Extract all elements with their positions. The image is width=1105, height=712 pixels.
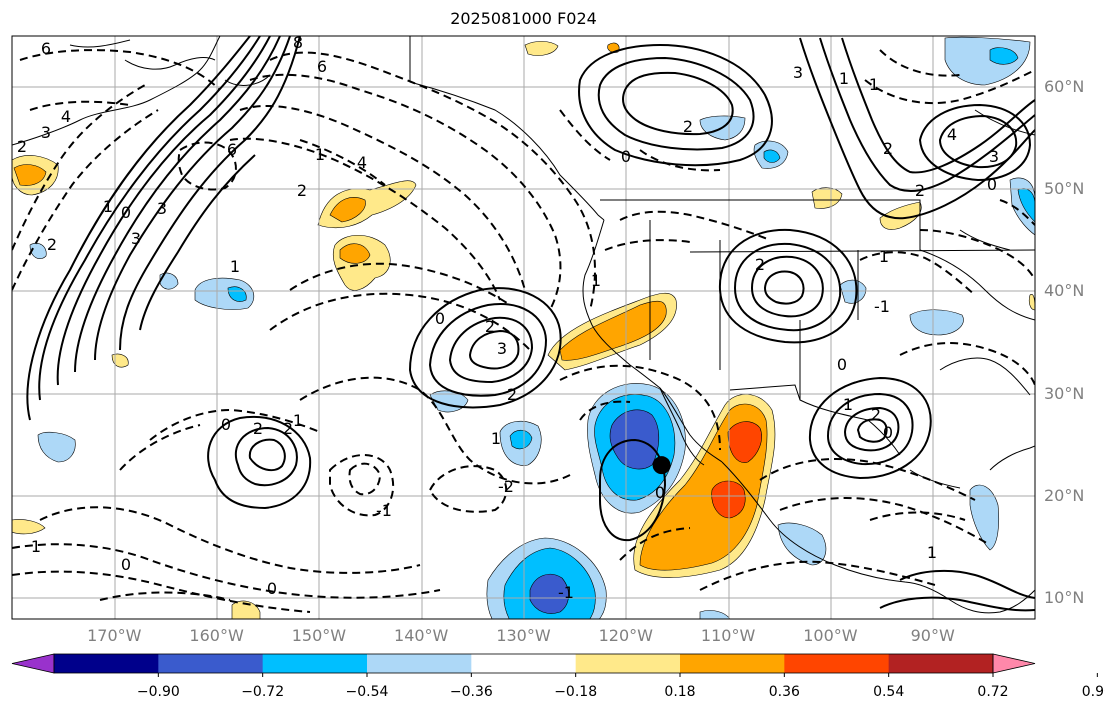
contour-label: 1 [315, 145, 325, 164]
latitude-label: 40°N [1044, 281, 1085, 301]
gridlines [12, 36, 1035, 619]
contour-label: 2 [485, 317, 495, 336]
contour-label: 6 [317, 57, 327, 76]
contour-label: 1 [843, 395, 853, 414]
contour-label: 4 [61, 107, 71, 126]
contour-label: 8 [293, 33, 303, 52]
contour-label: 0 [435, 309, 445, 328]
latitude-label: 10°N [1044, 588, 1085, 607]
longitude-label: 100°W [803, 626, 858, 645]
contour-label: 2 [297, 181, 307, 200]
contour-label: 0 [267, 579, 277, 598]
latitude-label: 50°N [1044, 179, 1085, 199]
colorbar-segment [888, 654, 994, 673]
colorbar-tick-label: 0.54 [873, 684, 905, 700]
contour-label: 1 [491, 429, 501, 448]
colorbar-segment [262, 654, 368, 673]
latitude-label: 60°N [1044, 77, 1085, 96]
dashed-contours [12, 49, 1035, 613]
longitude-label: 160°W [189, 626, 244, 645]
plot-frame [11, 35, 1036, 620]
contour-label: 1 [31, 537, 41, 556]
colorbar-extend-low [11, 653, 55, 674]
contour-label: 0 [121, 203, 131, 222]
contour-label: 2 [683, 117, 693, 136]
colorbar-tick-label: −0.36 [449, 684, 493, 700]
contour-label: 3 [989, 147, 999, 166]
colorbar [11, 653, 1098, 677]
contour-label: 0 [837, 355, 847, 374]
contour-label: 1 [879, 247, 889, 266]
map-title: 2025081000 F024 [450, 9, 597, 28]
colorbar-tick-label: 0.36 [768, 684, 800, 700]
longitude-label: 130°W [496, 626, 551, 645]
contour-label: 0 [121, 555, 131, 574]
colorbar-tick-label: 0.90 [1081, 684, 1105, 700]
colorbar-segment [575, 654, 681, 673]
colorbar-tick-label: −0.72 [241, 684, 285, 700]
colorbar-extend-high [992, 653, 1036, 674]
colorbar-segment [54, 654, 159, 673]
longitude-label: 170°W [87, 626, 142, 645]
contour-label: 2 [915, 181, 925, 200]
contour-label: 6 [41, 39, 51, 58]
contour-label: 2 [253, 419, 263, 438]
colorbar-tick-label: −0.90 [136, 684, 180, 700]
colorbar-tick-label: −0.54 [345, 684, 389, 700]
contour-label: -1 [558, 583, 574, 602]
contour-label: 1 [869, 75, 879, 94]
contour-label: 2 [507, 385, 517, 404]
colorbar-tick-label: −0.18 [554, 684, 598, 700]
contour-label: 1 [230, 257, 240, 276]
contour-label: 3 [793, 63, 803, 82]
contour-label: 1 [103, 197, 113, 216]
contour-label: 2 [883, 139, 893, 158]
contour-label: 2 [17, 137, 27, 156]
contour-label: 2 [47, 235, 57, 254]
contour-label: -1 [376, 501, 392, 520]
contour-label: 2 [871, 405, 881, 424]
coastlines [12, 36, 1035, 614]
colorbar-segment [680, 654, 785, 673]
colorbar-segment [367, 654, 472, 673]
contour-label: 1 [591, 271, 601, 290]
contour-label: 3 [41, 123, 51, 142]
latitude-label: 30°N [1044, 383, 1085, 403]
contour-label: 0 [655, 483, 665, 502]
contour-label: 0 [883, 423, 893, 442]
colorbar-segment [158, 654, 264, 673]
contour-label: 1 [927, 543, 937, 562]
colorbar-segment [784, 654, 890, 673]
solid-contours [26, 36, 1035, 612]
contour-label: 2 [755, 255, 765, 274]
contour-label: 0 [987, 175, 997, 194]
contour-label: -1 [874, 297, 890, 316]
contour-label: 0 [221, 415, 231, 434]
contour-label: 4 [947, 125, 957, 144]
contour-label: 2 [283, 419, 293, 438]
contour-label: 3 [157, 199, 167, 218]
longitude-label: 120°W [598, 626, 653, 645]
contour-label: 3 [131, 229, 141, 248]
shaded-anomaly-areas [12, 36, 1035, 619]
longitude-label: 110°W [700, 626, 756, 645]
longitude-label: 140°W [394, 626, 449, 645]
contour-label: 1 [293, 411, 303, 430]
colorbar-outline [53, 653, 994, 674]
latitude-label: 20°N [1044, 485, 1085, 505]
colorbar-segment [471, 654, 577, 673]
longitude-label: 150°W [291, 626, 347, 645]
contour-label: -2 [498, 477, 514, 496]
contour-label: 3 [497, 339, 507, 358]
contour-label: 4 [357, 153, 367, 172]
contour-label: 1 [839, 69, 849, 88]
contour-label: 0 [621, 147, 631, 166]
location-marker [652, 456, 671, 475]
colorbar-tick-label: 0.18 [664, 684, 696, 700]
contour-label: 6 [227, 140, 237, 159]
longitude-label: 90°W [910, 626, 955, 645]
contour-labels: 6 8 6 4 3 2 6 1 2 1 4 0 3 3 2 1 2 3 2 0 … [17, 33, 999, 602]
colorbar-tick-label: 0.72 [977, 684, 1009, 700]
